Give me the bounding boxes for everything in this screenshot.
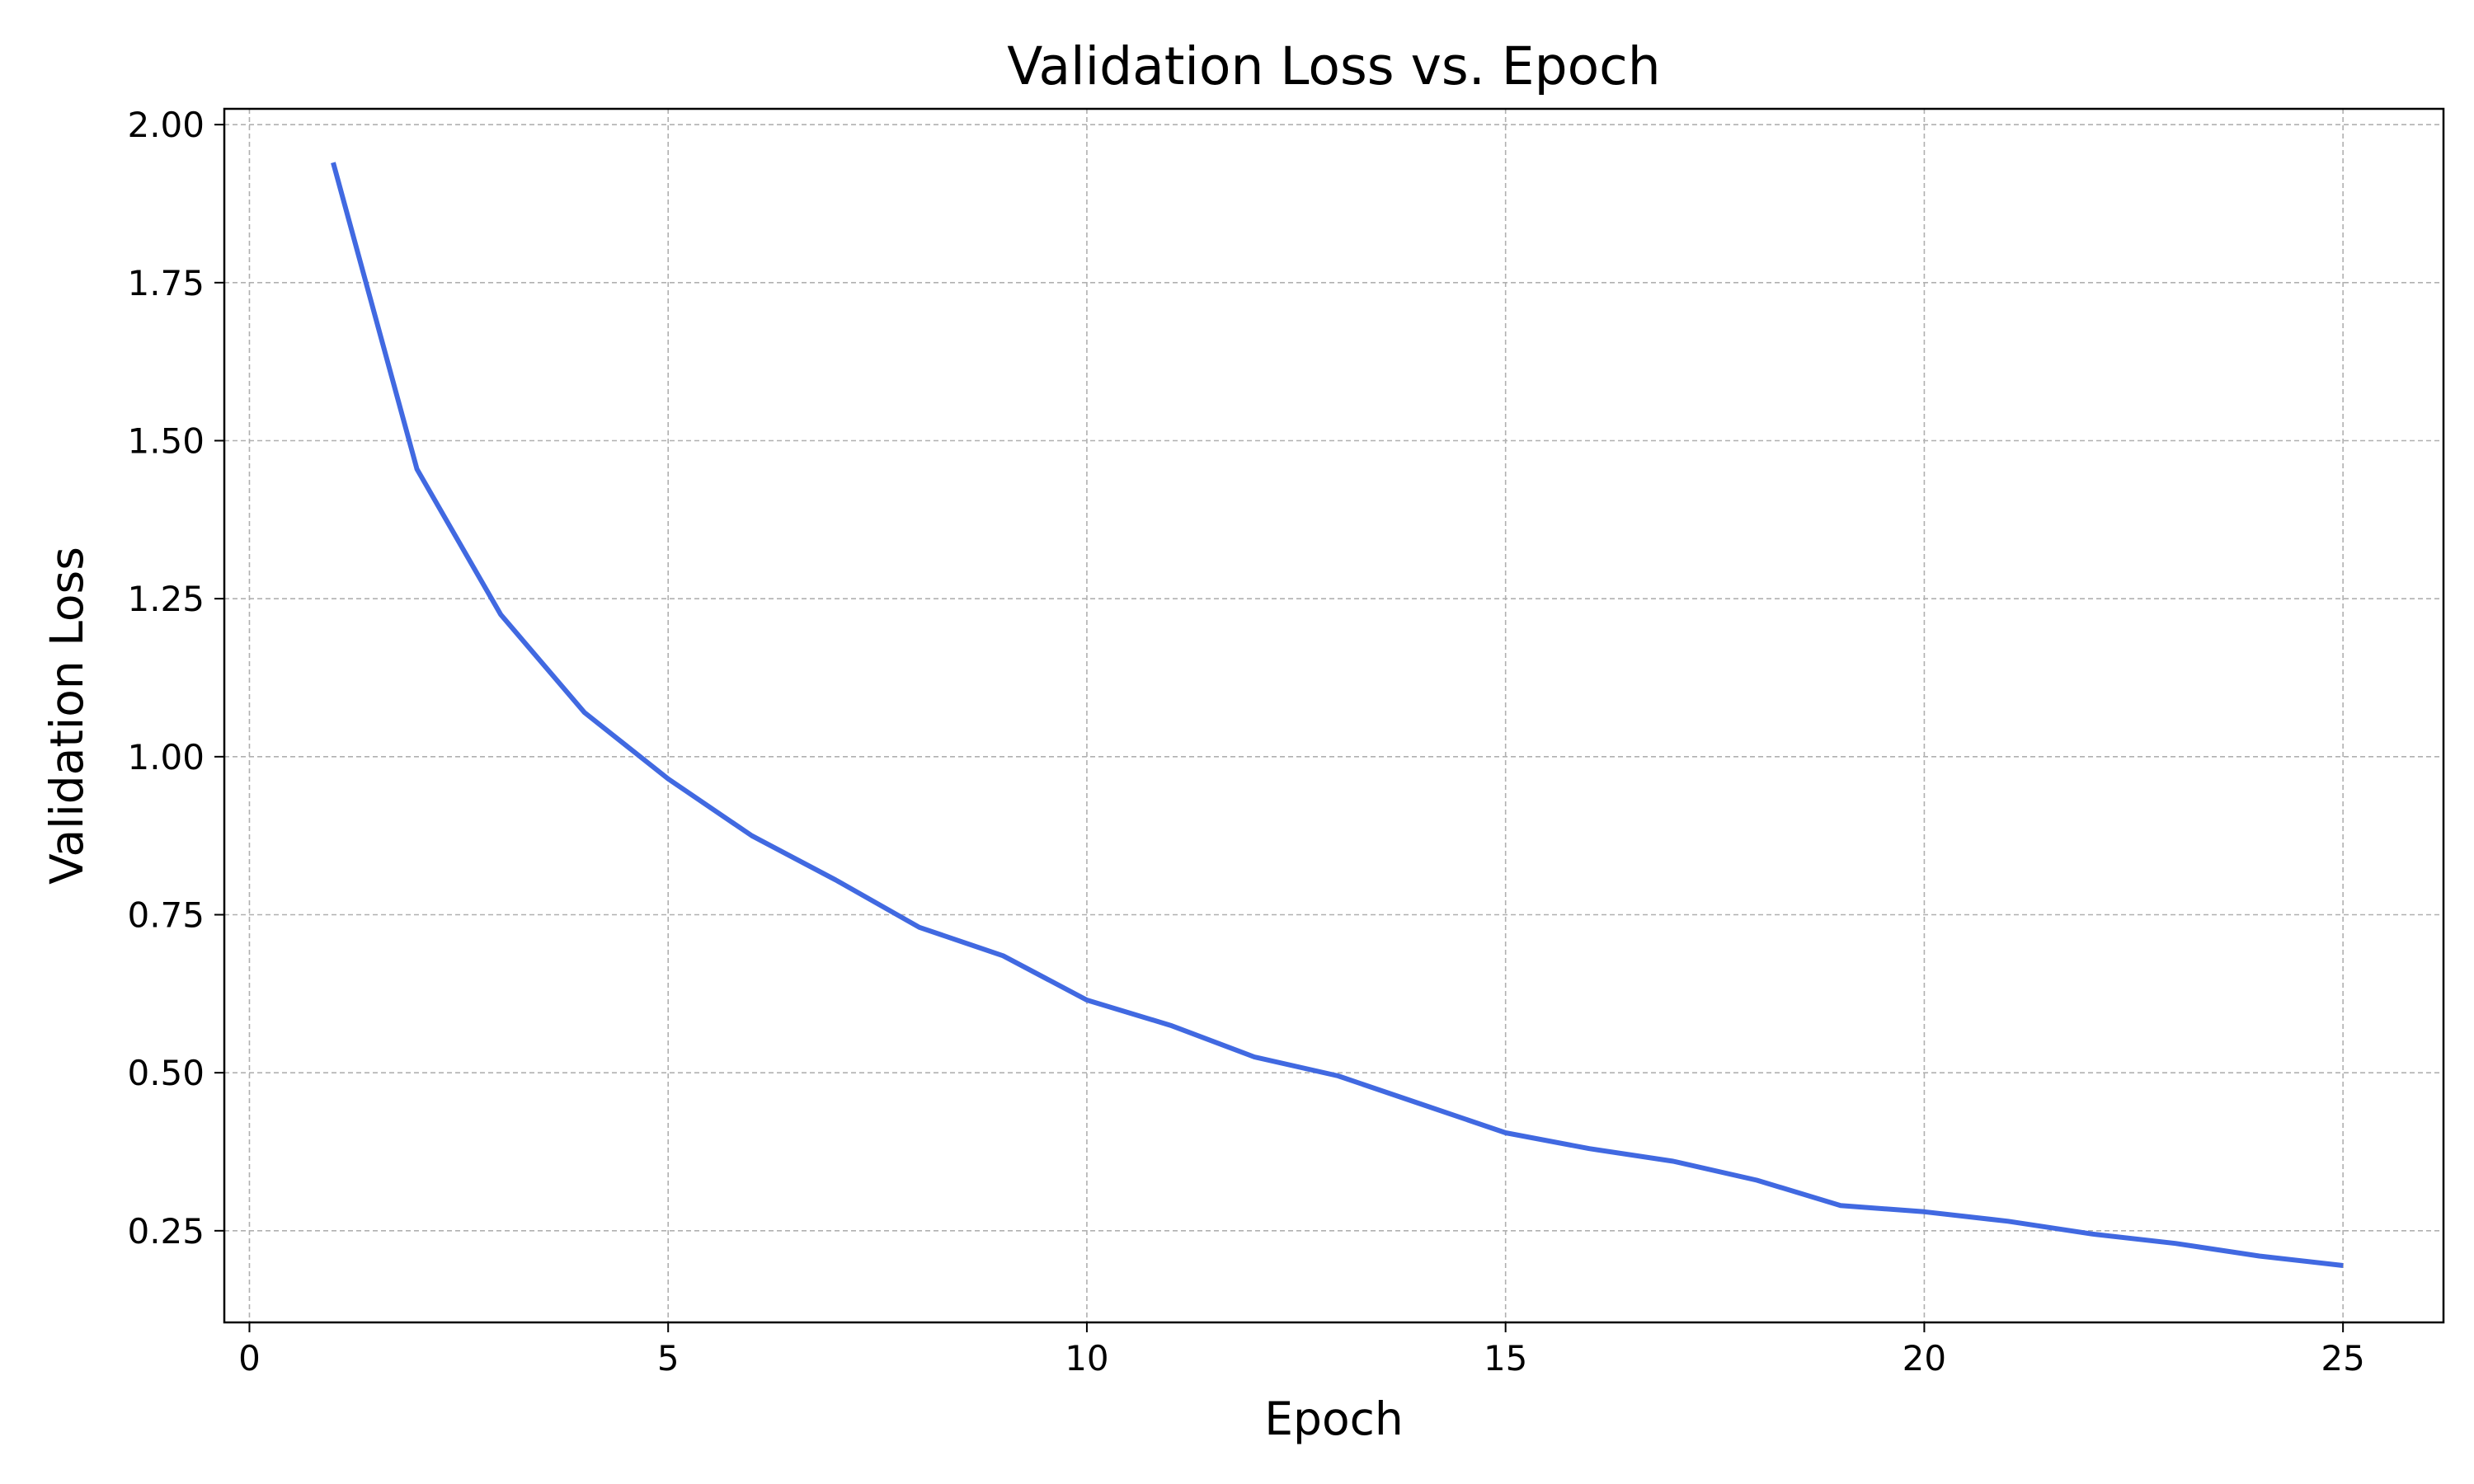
- data-point: [2090, 1232, 2095, 1237]
- x-tick-label: 25: [2321, 1338, 2364, 1378]
- data-point: [1754, 1178, 1759, 1183]
- data-point: [331, 160, 336, 165]
- data-point: [1838, 1203, 1843, 1208]
- data-point: [1000, 953, 1005, 958]
- data-point: [2006, 1219, 2011, 1223]
- y-tick-label: 1.00: [127, 737, 205, 777]
- y-tick-label: 1.25: [127, 579, 205, 619]
- data-point: [917, 925, 922, 930]
- chart-title: Validation Loss vs. Epoch: [1007, 36, 1660, 96]
- data-point: [2173, 1241, 2178, 1246]
- grid: [224, 109, 2443, 1322]
- x-tick-label: 10: [1065, 1338, 1108, 1378]
- validation-loss-line: [331, 162, 2344, 1268]
- x-axis-title: Epoch: [1264, 1392, 1403, 1445]
- data-point: [2257, 1254, 2262, 1259]
- data-point: [1671, 1159, 1676, 1164]
- y-axis-title: Validation Loss: [40, 547, 93, 885]
- data-point: [666, 777, 670, 782]
- data-point: [1084, 998, 1089, 1003]
- x-tick-label: 0: [238, 1338, 261, 1378]
- axis-ticks: 0 5 10 15 20 25 0.25 0.50 0.75 1.00 1.25 1.50 1.75 2.…: [127, 105, 2364, 1378]
- data-point: [1587, 1146, 1592, 1151]
- y-tick-label: 2.00: [127, 105, 205, 145]
- data-point: [1419, 1102, 1424, 1107]
- data-point: [1336, 1073, 1341, 1078]
- y-tick-label: 0.25: [127, 1211, 205, 1252]
- y-tick-label: 0.50: [127, 1053, 205, 1093]
- x-tick-label: 15: [1484, 1338, 1527, 1378]
- data-point: [833, 877, 838, 882]
- data-point: [1921, 1209, 1926, 1214]
- data-point: [498, 612, 503, 617]
- x-tick-label: 5: [657, 1338, 680, 1378]
- data-point: [1252, 1054, 1257, 1059]
- data-point: [2340, 1263, 2345, 1268]
- data-point: [1168, 1023, 1173, 1028]
- data-point: [750, 834, 755, 838]
- y-tick-label: 1.75: [127, 263, 205, 303]
- plot-area-frame: [223, 107, 2445, 1324]
- series-layer: [331, 160, 2345, 1268]
- x-tick-label: 20: [1903, 1338, 1946, 1378]
- y-tick-label: 1.50: [127, 421, 205, 462]
- data-point: [1503, 1130, 1508, 1135]
- y-tick-label: 0.75: [127, 895, 205, 936]
- data-point: [582, 710, 587, 715]
- data-point: [415, 467, 420, 472]
